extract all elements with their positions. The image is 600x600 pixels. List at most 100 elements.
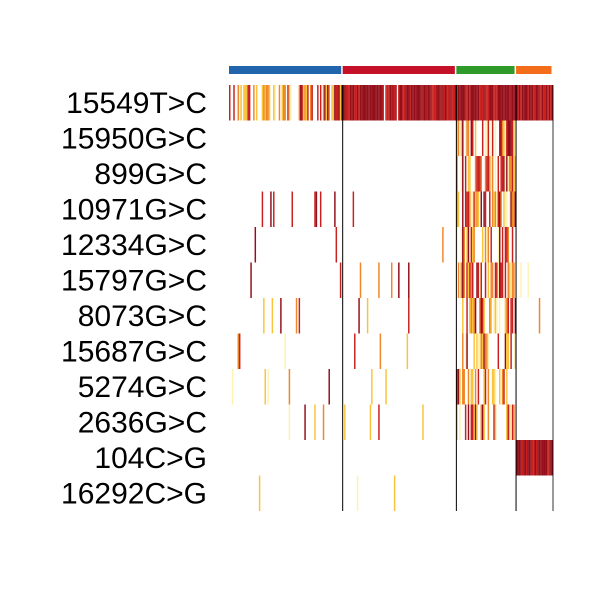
heatmap-cell (486, 227, 488, 263)
heatmap-cell (359, 262, 362, 298)
heatmap-cell (496, 85, 498, 121)
heatmap-cell (371, 369, 373, 405)
row-label: 16292C>G (61, 477, 207, 510)
heatmap-cell (517, 85, 519, 121)
heatmap-cell (328, 85, 330, 121)
heatmap-cell (489, 120, 491, 156)
heatmap-cell (467, 404, 470, 440)
heatmap-cell (494, 404, 497, 440)
heatmap-cell (481, 404, 484, 440)
heatmap-cell (264, 85, 266, 121)
heatmap-cell (406, 333, 409, 369)
heatmap-cell (288, 85, 291, 121)
heatmap-cell (449, 85, 451, 121)
heatmap-cell (480, 191, 482, 227)
heatmap-cell (358, 85, 360, 121)
heatmap-cell (481, 85, 484, 121)
heatmap-cell (551, 85, 554, 121)
row-label: 10971G>C (61, 193, 207, 226)
heatmap-cell (231, 369, 234, 405)
heatmap-cell (314, 191, 316, 227)
heatmap-cell (499, 369, 501, 405)
heatmap-cell (496, 298, 498, 334)
heatmap-cell (456, 227, 458, 263)
heatmap-cell (373, 85, 376, 121)
heatmap-cell (464, 156, 467, 192)
heatmap-cell (494, 191, 497, 227)
heatmap-cell (470, 404, 473, 440)
heatmap-cell (510, 333, 512, 369)
heatmap-cell (268, 85, 271, 121)
heatmap-cell (490, 156, 492, 192)
heatmap-cell (433, 85, 436, 121)
heatmap-cell (490, 227, 492, 263)
heatmap-cell (504, 120, 507, 156)
heatmap-cell (470, 369, 473, 405)
heatmap-cell (538, 85, 541, 121)
heatmap-cell (545, 440, 548, 476)
heatmap-cell (362, 85, 365, 121)
heatmap-cell (543, 440, 545, 476)
heatmap-cell (365, 85, 367, 121)
heatmap-cell (510, 262, 512, 298)
heatmap-cell (500, 262, 502, 298)
heatmap-cell (470, 85, 473, 121)
heatmap-cell (487, 227, 490, 263)
heatmap-cell (480, 333, 482, 369)
heatmap-cell (481, 120, 484, 156)
heatmap-cell (513, 191, 515, 227)
heatmap-cell (466, 191, 468, 227)
heatmap-cell (298, 85, 301, 121)
heatmap-cell (457, 85, 460, 121)
heatmap-cell (462, 156, 464, 192)
heatmap-cell (473, 227, 475, 263)
heatmap-cells (229, 85, 554, 511)
heatmap-cell (483, 298, 485, 334)
heatmap-cell (459, 369, 461, 405)
heatmap-cell (480, 85, 482, 121)
heatmap-cell (511, 227, 514, 263)
heatmap-cell (238, 333, 241, 369)
heatmap-cell (288, 369, 291, 405)
heatmap-cell (324, 85, 326, 121)
heatmap-cell (418, 85, 420, 121)
heatmap-cell (503, 369, 505, 405)
heatmap-cell (456, 156, 458, 192)
heatmap-cell (335, 85, 338, 121)
row-label: 15687G>C (61, 335, 207, 368)
heatmap-cell (483, 333, 485, 369)
heatmap-cell (322, 85, 325, 121)
heatmap-cell (295, 298, 298, 334)
heatmap-cell (500, 191, 502, 227)
heatmap-cell (457, 369, 460, 405)
heatmap-cell (472, 120, 474, 156)
heatmap-cell (237, 333, 239, 369)
heatmap-cell (351, 85, 353, 121)
heatmap-cell (476, 191, 478, 227)
heatmap-cell (476, 404, 478, 440)
heatmap-cell (491, 120, 494, 156)
heatmap-cell (447, 85, 450, 121)
row-label: 15549T>C (66, 87, 207, 120)
heatmap-cell (408, 85, 410, 121)
heatmap-cell (514, 191, 517, 227)
heatmap-cell (497, 227, 500, 263)
heatmap-cell (304, 85, 306, 121)
heatmap-cell (352, 85, 355, 121)
heatmap-cell (459, 262, 461, 298)
heatmap-cell (493, 191, 495, 227)
heatmap-cell (425, 85, 427, 121)
heatmap-cell (366, 298, 369, 334)
heatmap-cell (550, 85, 552, 121)
heatmap-cell (493, 369, 495, 405)
heatmap-cell (472, 404, 474, 440)
heatmap-cell (250, 262, 252, 298)
heatmap-cell (481, 227, 484, 263)
heatmap-cell (477, 333, 480, 369)
heatmap-cell (328, 369, 330, 405)
heatmap-cell (307, 85, 309, 121)
heatmap-cell (550, 440, 552, 476)
heatmap-cell (473, 404, 475, 440)
heatmap-cell (510, 85, 512, 121)
heatmap-cell (378, 85, 380, 121)
